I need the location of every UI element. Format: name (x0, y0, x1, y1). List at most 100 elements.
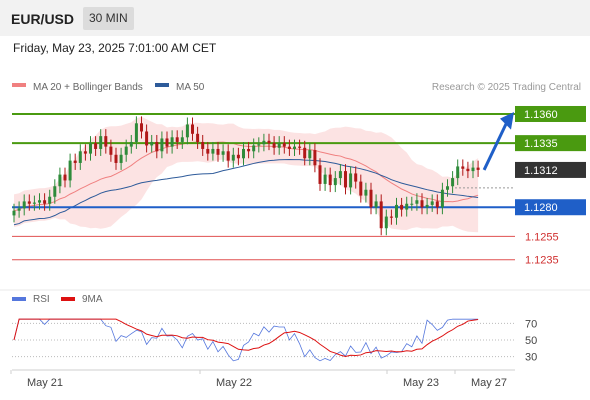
candle-body (129, 141, 133, 147)
candle-body (211, 148, 215, 154)
level-tag (515, 161, 586, 178)
candle-body (298, 146, 302, 148)
candle-body (252, 145, 256, 152)
candle-body (170, 137, 174, 147)
level-tag (515, 199, 586, 216)
candle-body (32, 202, 36, 204)
header-bar: EUR/USD 30 MIN (0, 0, 590, 36)
candle-body (247, 148, 251, 152)
candle-body (461, 166, 465, 169)
candle-body (282, 143, 286, 147)
candle-body (400, 204, 404, 210)
candle-body (364, 189, 368, 196)
level-label: 1.1280 (524, 202, 558, 214)
candle-body (160, 138, 164, 152)
candle-body (277, 143, 281, 148)
candle-body (354, 173, 358, 182)
candle-body (63, 174, 67, 181)
candle-body (313, 150, 317, 166)
candle-body (287, 146, 291, 149)
level-label: 1.1255 (525, 231, 559, 243)
candle-body (405, 203, 409, 210)
x-tick-label: May 21 (27, 377, 63, 389)
candle-body (333, 178, 337, 186)
timeframe-badge[interactable]: 30 MIN (83, 7, 134, 30)
candle-body (196, 133, 200, 142)
candle-body (17, 208, 21, 211)
x-tick-label: May 22 (216, 377, 252, 389)
candle-body (155, 141, 159, 152)
candle-body (379, 201, 383, 229)
candle-body (323, 174, 327, 184)
candle-body (58, 174, 62, 187)
candle-body (180, 137, 184, 142)
candle-body (389, 216, 393, 218)
candle-body (318, 165, 322, 184)
candle-body (308, 150, 312, 159)
candle-body (124, 146, 128, 155)
rsi-ma-line (13, 318, 479, 357)
candle-body (374, 201, 378, 208)
candle-body (150, 141, 154, 146)
chart-datetime: Friday, May 23, 2025 7:01:00 AM CET (13, 41, 217, 55)
candle-body (38, 200, 41, 203)
candle-body (89, 143, 92, 154)
candle-body (175, 137, 179, 142)
candle-body (145, 131, 149, 146)
candle-body (27, 201, 31, 204)
candle-body (114, 154, 118, 163)
chart-credit: Research © 2025 Trading Central (432, 82, 581, 93)
rsi-legend-label: RSI (33, 294, 50, 305)
candle-body (328, 174, 332, 186)
candle-body (257, 144, 261, 146)
level-label: 1.1360 (524, 109, 558, 121)
rsi-tick-label: 50 (525, 335, 537, 347)
candle-body (466, 168, 470, 172)
forecast-arrow-head (500, 111, 514, 130)
rsi-tick-label: 30 (525, 352, 537, 364)
candle-body (384, 216, 388, 229)
candle-body (272, 143, 276, 148)
candle-body (242, 148, 245, 159)
candle-body (53, 186, 57, 197)
candle-body (476, 167, 480, 170)
candle-body (104, 136, 108, 147)
candle-body (191, 124, 194, 134)
ma50-line (13, 159, 479, 226)
legend-label: MA 20 + Bollinger Bands (33, 82, 143, 93)
x-tick-label: May 27 (471, 377, 507, 389)
candle-body (262, 140, 266, 145)
bollinger-band (14, 116, 479, 233)
level-label: 1.1235 (525, 255, 559, 267)
candle-body (456, 166, 460, 179)
candle-body (109, 146, 113, 155)
candle-body (446, 186, 449, 190)
candle-body (140, 123, 143, 132)
legend-swatch (12, 83, 26, 87)
rsi-line (13, 318, 479, 362)
candle-body (369, 189, 373, 208)
candle-body (216, 148, 220, 155)
candle-body (226, 151, 230, 161)
candle-body (425, 204, 429, 208)
candle-body (359, 181, 363, 196)
candle-body (267, 140, 271, 144)
rsi-tick-label: 70 (525, 318, 537, 330)
level-label: 1.1335 (524, 138, 558, 150)
candle-body (48, 196, 52, 204)
rsi-legend-swatch (61, 297, 75, 301)
candle-body (68, 160, 72, 181)
candle-body (349, 173, 353, 188)
level-tag (515, 135, 586, 152)
candle-body (440, 189, 444, 208)
instrument-name: EUR/USD (11, 11, 75, 27)
candle-body (83, 151, 87, 154)
candle-body (451, 178, 455, 187)
candle-body (430, 201, 434, 205)
candle-body (231, 154, 235, 161)
legend-label: MA 50 (176, 82, 205, 93)
candle-body (221, 151, 225, 155)
candle-body (78, 151, 82, 163)
candle-body (395, 204, 398, 218)
